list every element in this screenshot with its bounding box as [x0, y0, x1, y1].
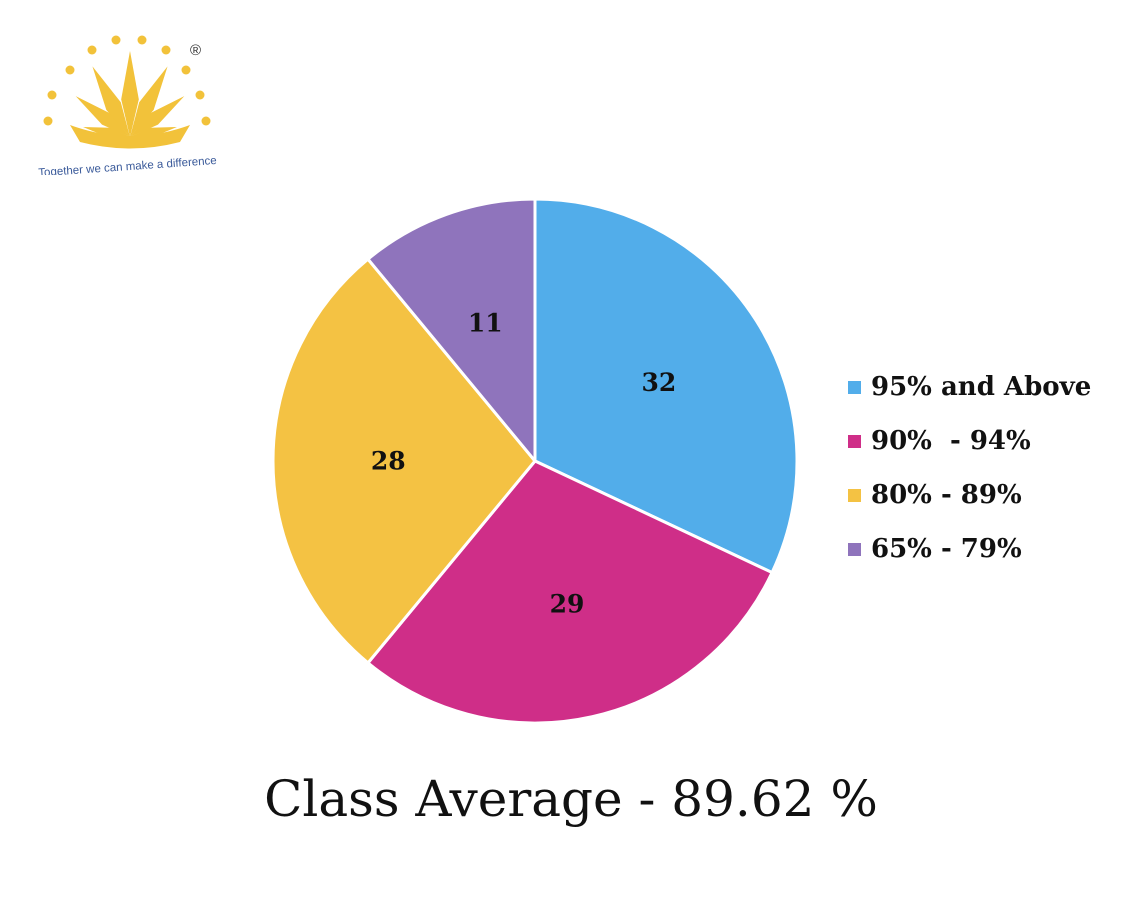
logo-dot: [43, 116, 53, 126]
legend-item: 65% - 79%: [848, 522, 1091, 576]
sunburst-crown-icon: [43, 35, 211, 149]
legend-swatch: [848, 542, 861, 556]
pie-data-label: 28: [371, 447, 406, 476]
logo-dot: [65, 65, 75, 75]
legend-label: 65% - 79%: [871, 534, 1022, 564]
legend-label: 80% - 89%: [871, 480, 1022, 510]
registered-mark: ®: [190, 42, 201, 59]
logo-base: [70, 125, 190, 149]
legend-swatch: [848, 488, 861, 502]
logo-dot: [181, 65, 191, 75]
logo-ray: [121, 51, 139, 137]
pie-slice: [533, 197, 799, 575]
pie-slices: [271, 197, 799, 725]
legend-label: 90% - 94%: [871, 426, 1031, 456]
pie-data-label: 11: [468, 308, 503, 337]
logo-ray: [130, 127, 177, 138]
pie-slice: [271, 257, 537, 665]
logo-dot: [161, 45, 171, 55]
logo-ray: [130, 96, 185, 137]
legend-item: 95% and Above: [848, 360, 1091, 414]
logo-dot: [137, 35, 147, 45]
pie-data-label: 29: [550, 590, 585, 619]
logo-dot: [111, 35, 121, 45]
legend-swatch: [848, 380, 861, 394]
logo-ray: [92, 66, 130, 137]
logo-ray: [75, 96, 130, 137]
logo-dot: [195, 90, 205, 100]
class-average-caption: Class Average - 89.62 %: [264, 770, 878, 828]
logo-dot: [47, 90, 57, 100]
logo-dot: [87, 45, 97, 55]
logo-ray: [83, 127, 130, 138]
chart-legend: 95% and Above 90% - 94% 80% - 89% 65% - 79%: [848, 360, 1091, 576]
pie-data-labels: 32 29 28 11: [371, 308, 676, 618]
logo-dot: [201, 116, 211, 126]
logo: ® Together we can make a difference: [38, 35, 217, 175]
legend-label: 95% and Above: [871, 372, 1092, 402]
pie-data-label: 32: [641, 368, 676, 397]
logo-ray: [130, 66, 168, 137]
pie-slice: [366, 197, 537, 463]
legend-item: 90% - 94%: [848, 414, 1091, 468]
pie-slice: [366, 459, 774, 725]
legend-swatch: [848, 434, 861, 448]
legend-item: 80% - 89%: [848, 468, 1091, 522]
